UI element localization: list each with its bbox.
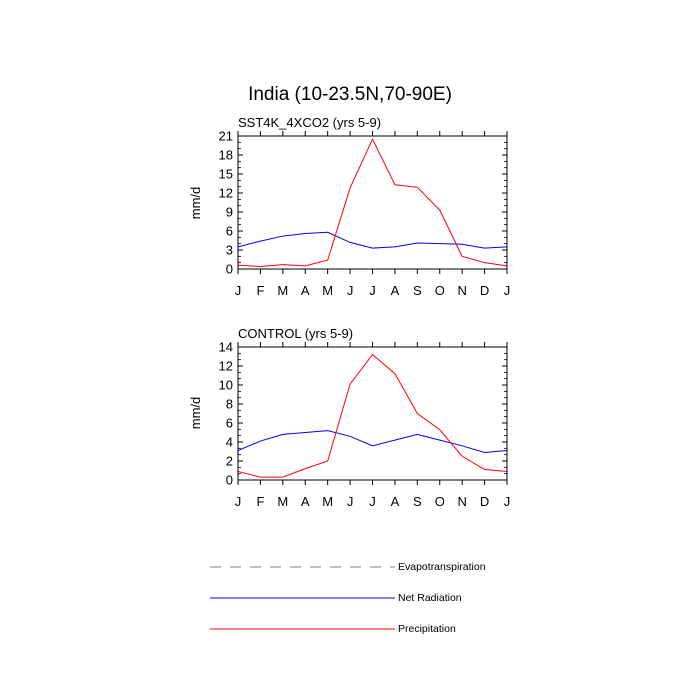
x-tick-label: A [391, 494, 400, 509]
x-tick-label: J [347, 494, 354, 509]
legend-item-precipitation: Precipitation [210, 623, 456, 635]
x-tick-label: J [235, 494, 242, 509]
figure-title: India (10-23.5N,70-90E) [248, 84, 452, 105]
y-tick-label: 2 [226, 454, 233, 469]
x-tick-label: S [413, 283, 422, 298]
x-tick-label: F [256, 494, 264, 509]
x-tick-label: M [322, 494, 333, 509]
y-tick-label: 3 [226, 243, 233, 258]
legend-item-net-radiation: Net Radiation [210, 592, 462, 604]
x-tick-label: M [277, 283, 288, 298]
x-tick-label: A [301, 283, 310, 298]
x-tick-label: N [457, 494, 466, 509]
y-axis-title: mm/d [188, 397, 203, 430]
series-line-precipitation [237, 138, 508, 267]
y-tick-label: 8 [226, 397, 233, 412]
x-tick-label: J [504, 494, 511, 509]
y-tick-label: 6 [226, 224, 233, 239]
x-tick-label: J [347, 283, 354, 298]
y-tick-label: 4 [226, 435, 233, 450]
x-tick-label: N [457, 283, 466, 298]
x-tick-label: J [369, 283, 376, 298]
x-tick-label: S [413, 494, 422, 509]
y-tick-label: 12 [219, 186, 233, 201]
y-tick-label: 12 [219, 359, 233, 374]
x-tick-label: A [391, 283, 400, 298]
series-line-net-radiation [237, 231, 508, 249]
x-tick-label: J [504, 283, 511, 298]
series-line-precipitation [237, 353, 508, 478]
x-tick-label: A [301, 494, 310, 509]
x-tick-label: J [235, 283, 242, 298]
y-axis-title: mm/d [188, 187, 203, 220]
y-tick-label: 18 [219, 148, 233, 163]
series-line-net-radiation [237, 430, 508, 453]
y-tick-label: 0 [226, 262, 233, 277]
x-tick-label: M [322, 283, 333, 298]
legend-label-net-radiation: Net Radiation [398, 592, 462, 604]
x-tick-label: F [256, 283, 264, 298]
panel-title: SST4K_4XCO2 (yrs 5-9) [238, 115, 381, 130]
legend-label-precipitation: Precipitation [398, 623, 456, 635]
panel-title: CONTROL (yrs 5-9) [238, 326, 353, 341]
y-tick-label: 0 [226, 473, 233, 488]
x-tick-label: M [277, 494, 288, 509]
y-tick-label: 14 [219, 340, 233, 355]
x-tick-label: J [369, 494, 376, 509]
y-tick-label: 6 [226, 416, 233, 431]
x-tick-label: D [480, 494, 489, 509]
legend-label-evapotranspiration: Evapotranspiration [398, 561, 486, 573]
y-tick-label: 9 [226, 205, 233, 220]
plot-frame [237, 135, 508, 270]
y-tick-label: 10 [219, 378, 233, 393]
y-tick-label: 15 [219, 167, 233, 182]
y-tick-label: 21 [219, 129, 233, 144]
legend: Evapotranspiration Net Radiation Precipi… [210, 561, 486, 635]
legend-item-evapotranspiration: Evapotranspiration [210, 561, 486, 573]
x-tick-label: O [435, 283, 445, 298]
plot-frame [237, 346, 508, 481]
chart-panel-sst4k-4xco2: SST4K_4XCO2 (yrs 5-9) mm/d 0 3 6 9 12 15 18 21 J… [188, 115, 510, 298]
x-tick-label: O [435, 494, 445, 509]
x-tick-label: D [480, 283, 489, 298]
